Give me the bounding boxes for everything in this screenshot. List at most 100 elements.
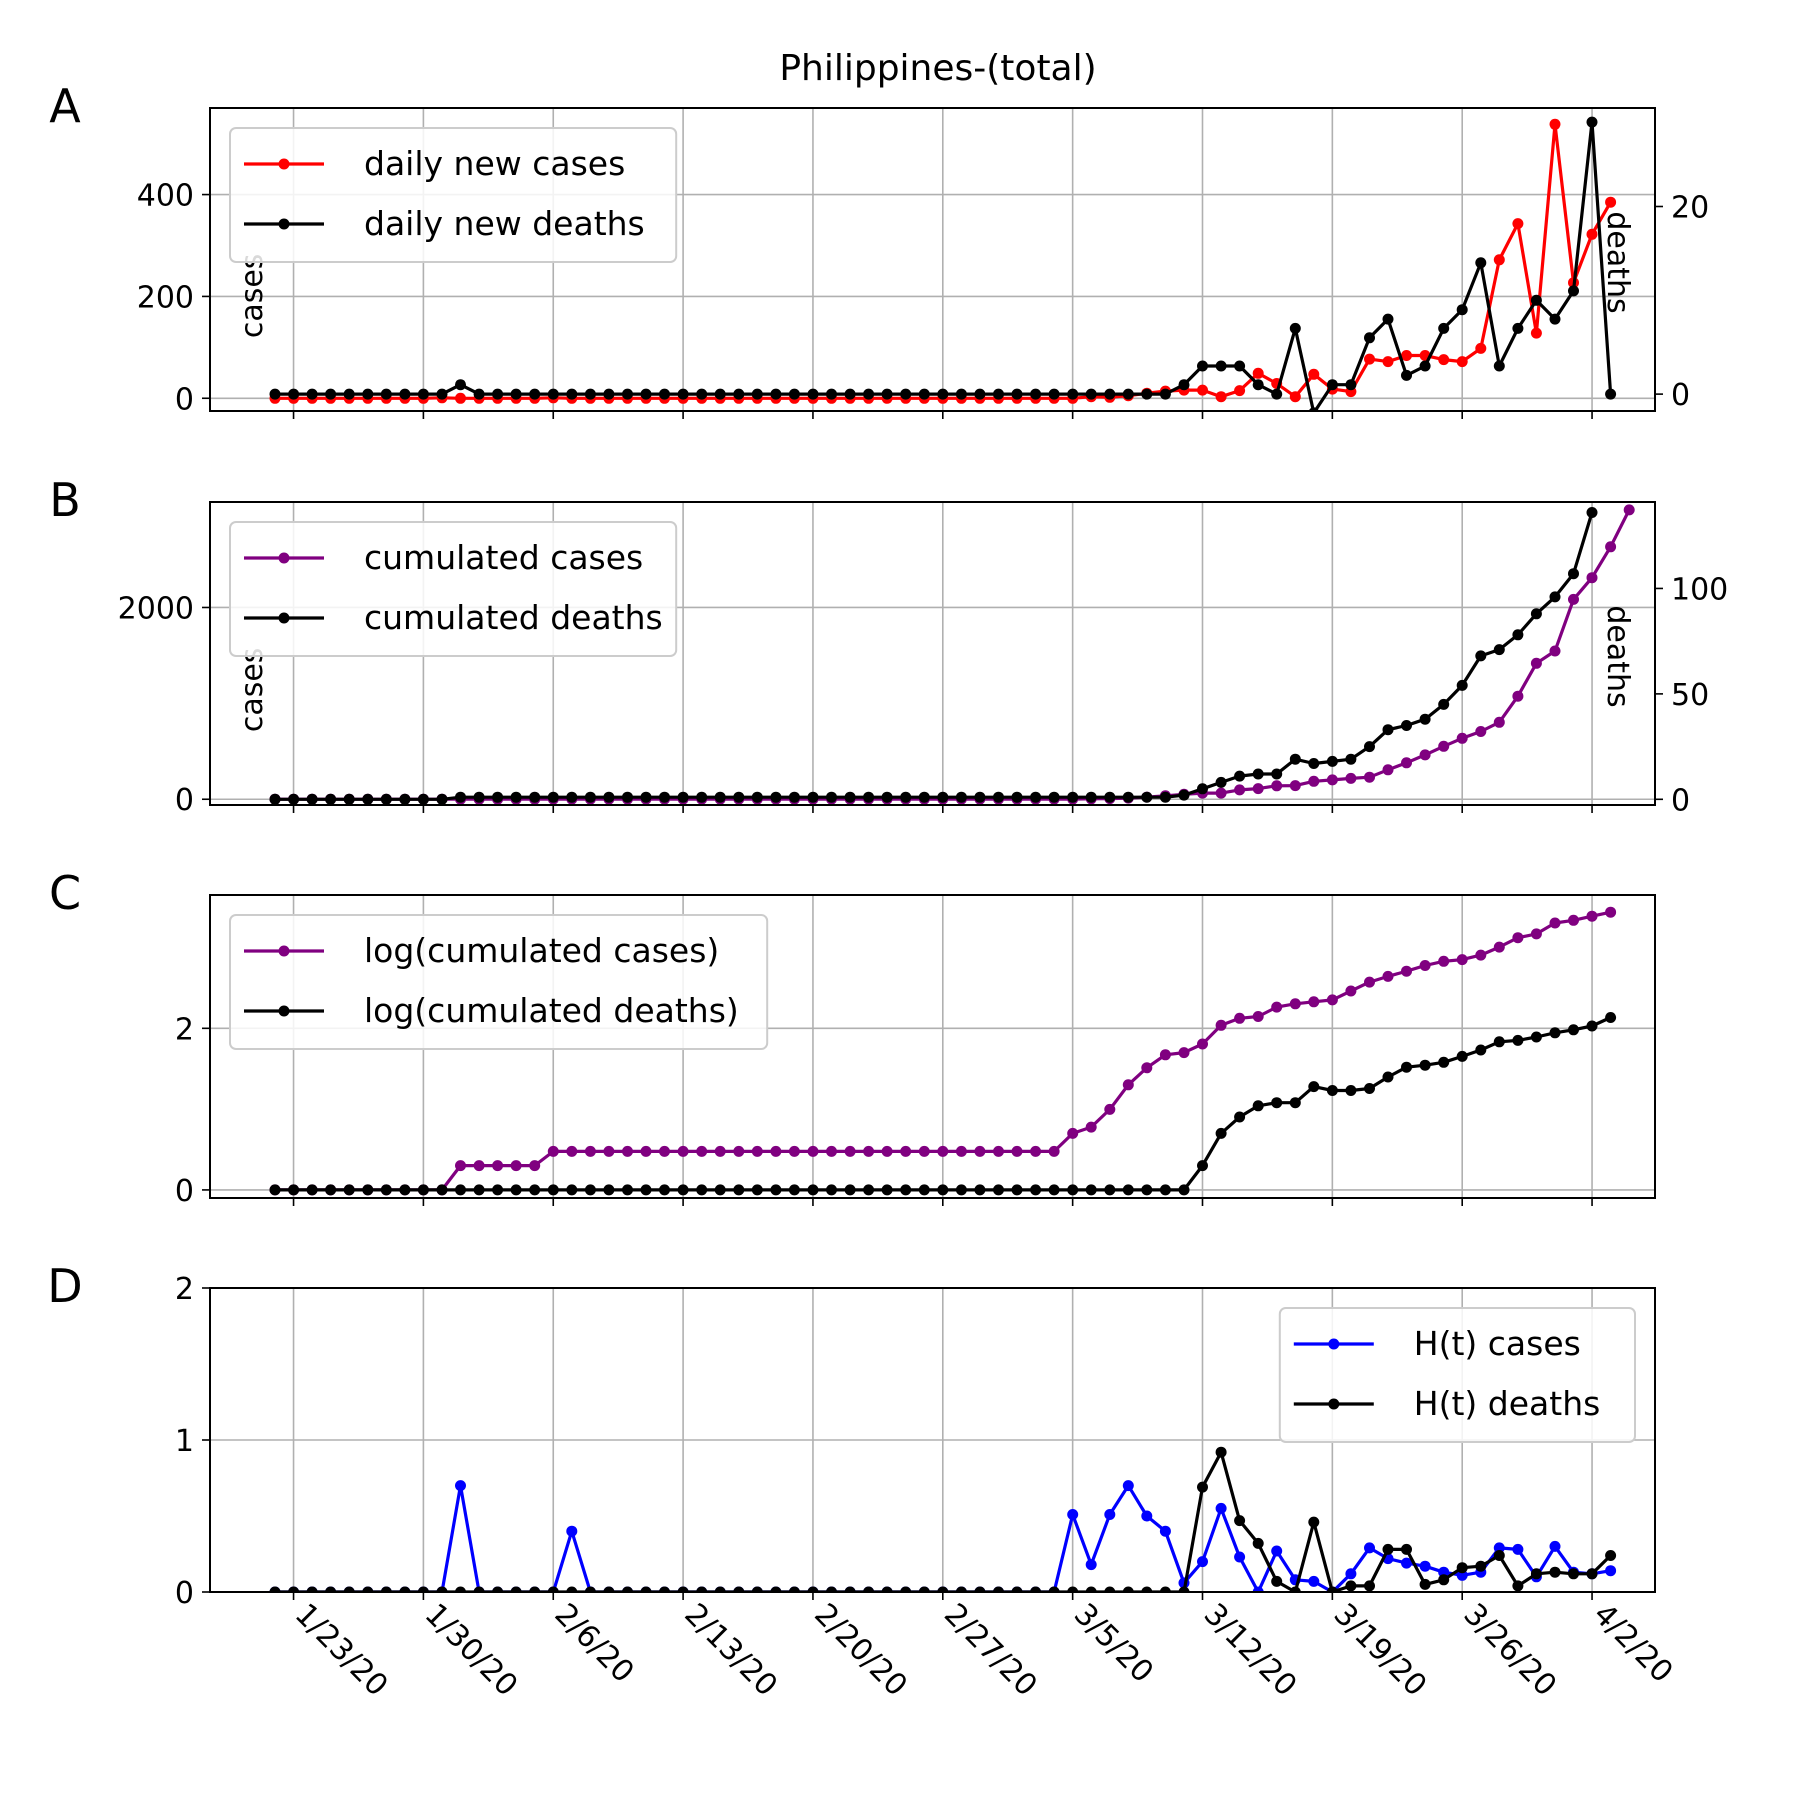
legend: daily new cases daily new deaths bbox=[229, 127, 678, 263]
data-point bbox=[1234, 784, 1246, 796]
data-point bbox=[622, 1145, 633, 1157]
data-point bbox=[1605, 1565, 1617, 1577]
y-tick-label: 2 bbox=[175, 1272, 194, 1307]
data-point bbox=[1512, 1580, 1524, 1592]
data-point bbox=[788, 791, 800, 803]
data-point bbox=[1308, 775, 1320, 787]
data-point bbox=[733, 1586, 745, 1592]
data-point bbox=[1364, 1083, 1375, 1094]
data-point bbox=[1308, 407, 1319, 411]
y-tick-label-right: 50 bbox=[1671, 678, 1709, 713]
data-point bbox=[751, 1184, 763, 1196]
legend-box bbox=[229, 127, 678, 263]
x-tick-label: 1/23/20 bbox=[288, 1597, 395, 1704]
data-point bbox=[1326, 755, 1338, 767]
data-point bbox=[1122, 1079, 1134, 1091]
data-point bbox=[1419, 360, 1431, 372]
data-point bbox=[362, 1184, 374, 1196]
data-point bbox=[1067, 388, 1079, 400]
data-point bbox=[603, 1145, 615, 1157]
data-point bbox=[1345, 753, 1357, 765]
legend-label: cumulated cases bbox=[364, 538, 643, 577]
data-point bbox=[640, 1184, 652, 1196]
data-point bbox=[1568, 285, 1579, 297]
data-point bbox=[1289, 1097, 1301, 1109]
data-point bbox=[1438, 1566, 1450, 1578]
data-point bbox=[1326, 1085, 1338, 1096]
data-point bbox=[325, 388, 337, 400]
data-point bbox=[1197, 1038, 1208, 1050]
data-point bbox=[1085, 1586, 1097, 1592]
data-point bbox=[1586, 910, 1598, 922]
data-point bbox=[900, 1145, 912, 1157]
data-point bbox=[510, 1160, 522, 1172]
data-point bbox=[1549, 591, 1561, 603]
data-point bbox=[1197, 1481, 1208, 1493]
data-point bbox=[1067, 1127, 1079, 1139]
series-2 bbox=[269, 1012, 1617, 1196]
legend-marker bbox=[1328, 1398, 1340, 1410]
data-point bbox=[751, 1586, 763, 1592]
data-point bbox=[399, 1586, 411, 1592]
data-point bbox=[547, 1586, 559, 1592]
data-point bbox=[955, 1586, 967, 1592]
data-point bbox=[1048, 1586, 1060, 1592]
data-point bbox=[1122, 1184, 1134, 1196]
data-point bbox=[733, 791, 745, 803]
y-tick-label: 200 bbox=[137, 280, 194, 315]
data-point bbox=[380, 1586, 392, 1592]
data-point bbox=[1364, 1580, 1375, 1592]
data-point bbox=[1030, 791, 1042, 803]
x-tick-label: 1/30/20 bbox=[418, 1597, 525, 1704]
data-point bbox=[955, 388, 967, 400]
data-point bbox=[529, 1160, 541, 1172]
legend: H(t) cases H(t) deaths bbox=[1278, 1307, 1637, 1443]
data-point bbox=[751, 1145, 763, 1157]
y-tick-label-right: 100 bbox=[1671, 572, 1728, 607]
data-point bbox=[1289, 1586, 1301, 1592]
data-point bbox=[417, 793, 429, 805]
data-point bbox=[1568, 568, 1579, 580]
data-point bbox=[1048, 388, 1060, 400]
data-point bbox=[640, 791, 652, 803]
data-point bbox=[1401, 757, 1412, 769]
data-point bbox=[1512, 1543, 1524, 1555]
data-point bbox=[455, 791, 466, 803]
legend-marker bbox=[1328, 1338, 1340, 1350]
data-point bbox=[1401, 1061, 1412, 1073]
data-point bbox=[751, 388, 763, 400]
data-point bbox=[677, 791, 689, 803]
data-point bbox=[807, 1145, 819, 1157]
axes-frame bbox=[209, 107, 1656, 412]
data-point bbox=[1289, 322, 1301, 334]
data-point bbox=[436, 793, 448, 805]
data-point bbox=[937, 791, 949, 803]
panel-letter: C bbox=[49, 866, 81, 920]
data-point bbox=[584, 1184, 596, 1196]
data-point bbox=[417, 1586, 429, 1592]
data-point bbox=[1289, 780, 1301, 792]
data-point bbox=[1475, 650, 1487, 662]
data-point bbox=[1382, 1543, 1394, 1555]
data-point bbox=[1234, 770, 1246, 782]
data-point bbox=[566, 1525, 578, 1537]
series-2 bbox=[269, 507, 1598, 805]
data-point bbox=[1252, 1100, 1264, 1112]
data-point bbox=[918, 1586, 930, 1592]
data-point bbox=[1122, 1586, 1134, 1592]
legend-label: log(cumulated deaths) bbox=[364, 991, 739, 1030]
data-point bbox=[659, 388, 670, 400]
data-point bbox=[807, 1184, 819, 1196]
data-point bbox=[1401, 1543, 1412, 1555]
x-tick-label: 2/20/20 bbox=[807, 1597, 914, 1704]
data-point bbox=[1159, 1184, 1171, 1196]
data-point bbox=[677, 388, 689, 400]
data-point bbox=[1178, 789, 1190, 801]
data-point bbox=[955, 1145, 967, 1157]
data-point bbox=[937, 1586, 949, 1592]
data-point bbox=[788, 1145, 800, 1157]
data-point bbox=[1159, 791, 1171, 803]
data-point bbox=[1252, 1537, 1264, 1549]
data-point bbox=[1234, 385, 1246, 397]
